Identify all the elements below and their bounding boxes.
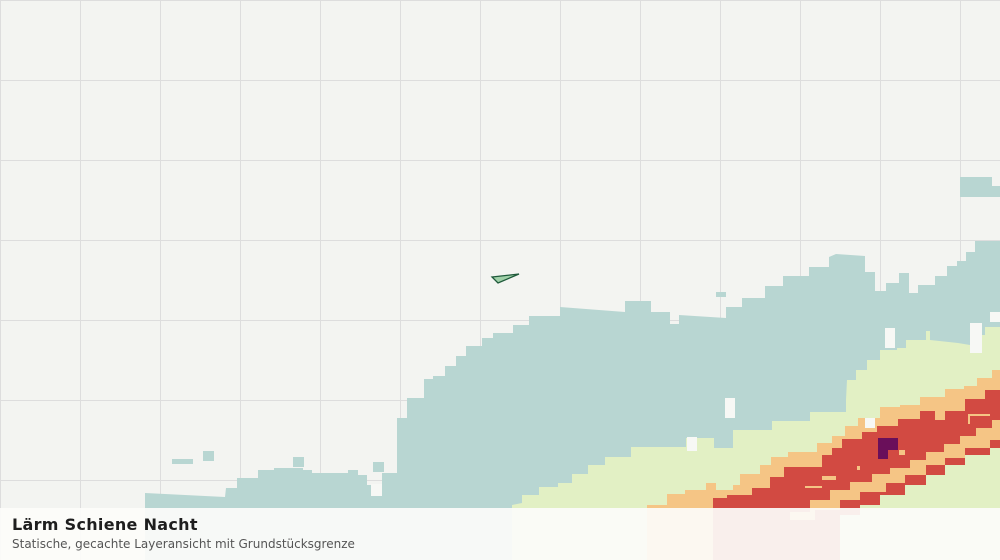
noise-zone-5 <box>878 438 898 459</box>
noise-zone-4-lower <box>770 405 1000 560</box>
layer-subtitle: Statische, gecachte Layeransicht mit Gru… <box>12 537 355 551</box>
map-gaps <box>371 312 1000 496</box>
layer-legend: Lärm Schiene Nacht Statische, gecachte L… <box>0 508 1000 560</box>
parcel-boundary-icon[interactable] <box>490 273 520 284</box>
layer-title: Lärm Schiene Nacht <box>12 515 198 534</box>
